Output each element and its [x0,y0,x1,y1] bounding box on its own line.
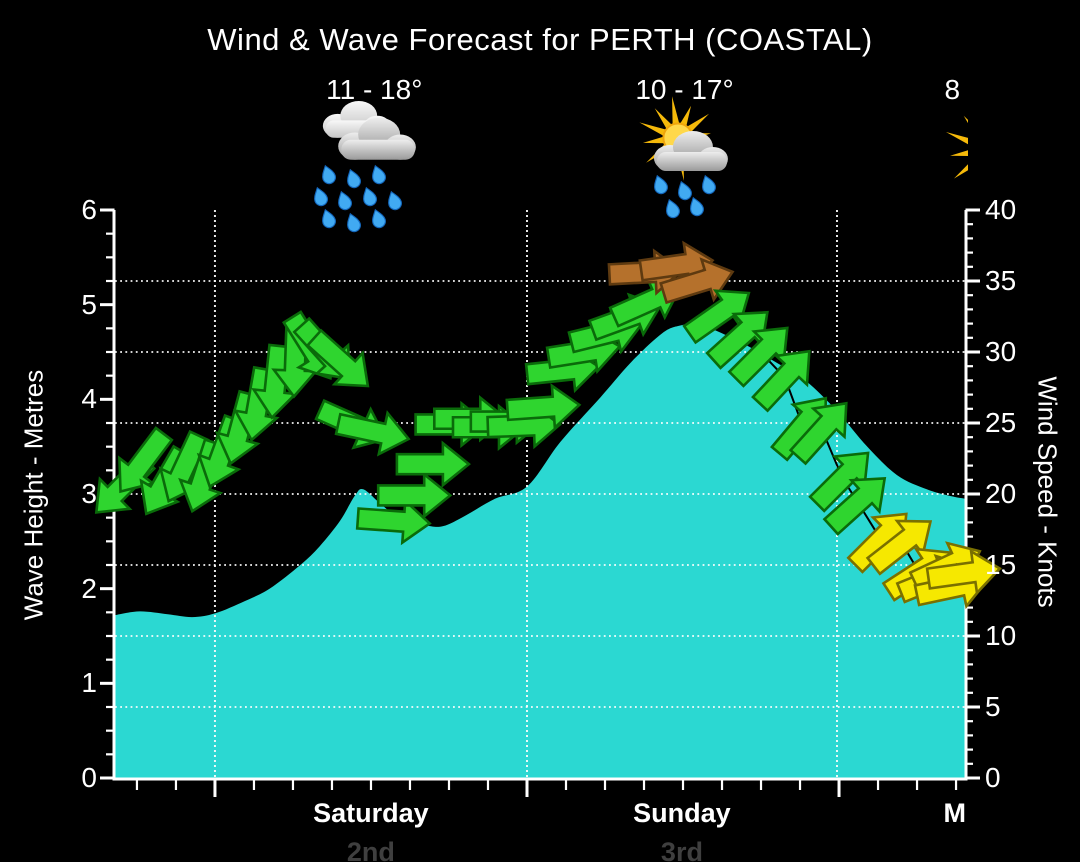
right-axis-tick-label: 25 [985,407,1017,438]
rain-showers-icon [314,101,416,233]
right-axis-tick-label: 30 [985,336,1017,367]
right-axis-tick-label: 35 [985,265,1017,296]
left-axis-tick-label: 2 [81,572,97,604]
wave-height-area [115,324,965,778]
wind-arrow-green [751,349,811,413]
wind-arrow-green [334,410,411,457]
x-axis-day-sunday: Sunday [633,798,731,828]
left-axis-tick-label: 1 [81,667,97,699]
wind-arrow-green [505,383,582,431]
day1-temp-range: 11 - 18° [326,74,423,105]
sun-cloud-rain-icon [639,96,728,219]
wind-arrow-brown [659,257,735,305]
right-axis-tick-label: 20 [985,478,1017,509]
right-axis-tick-label: 10 [985,620,1017,651]
wind-arrow-green [355,497,432,546]
day3-temp-range: 8 [944,74,961,105]
wind-arrow-green [376,471,453,520]
wind-arrow-green [705,310,769,370]
right-axis-title: Wind Speed - Knots [1032,376,1063,608]
left-axis-tick-label: 5 [81,288,97,320]
left-axis-tick-label: 6 [81,194,97,225]
wind-arrow-green [788,401,848,466]
x-axis-day-monday: M [943,798,967,828]
wind-direction-arrows [94,240,1002,610]
left-axis-tick-label: 3 [81,478,97,509]
right-axis-tick-label: 0 [985,762,1001,793]
wind-arrow-green [118,426,174,494]
wind-arrow-green [395,440,471,488]
wind-arrow-green [305,328,370,388]
left-axis-tick-label: 4 [81,383,97,415]
left-axis-tick-label: 0 [81,762,97,793]
day2-temp-range: 10 - 17° [635,74,734,105]
x-axis-date-3rd: 3rd [660,837,703,862]
right-axis-tick-label: 15 [985,549,1017,580]
x-axis-day-saturday: Saturday [313,798,429,828]
right-axis-tick-label: 5 [985,691,1001,722]
wind-arrow-green [682,289,751,345]
weather-icons [314,96,968,233]
sun-icon [946,115,968,179]
x-axis-date-2nd: 2nd [346,837,395,862]
wind-arrow-yellow [865,519,933,576]
page-title: Wind & Wave Forecast for PERTH (COASTAL) [207,22,873,57]
wind-arrow-green [822,477,887,536]
wind-arrow-green [808,451,870,513]
wind-arrow-green [727,326,789,388]
wind-arrow-yellow [925,548,1002,596]
right-axis-tick-label: 40 [985,194,1017,225]
